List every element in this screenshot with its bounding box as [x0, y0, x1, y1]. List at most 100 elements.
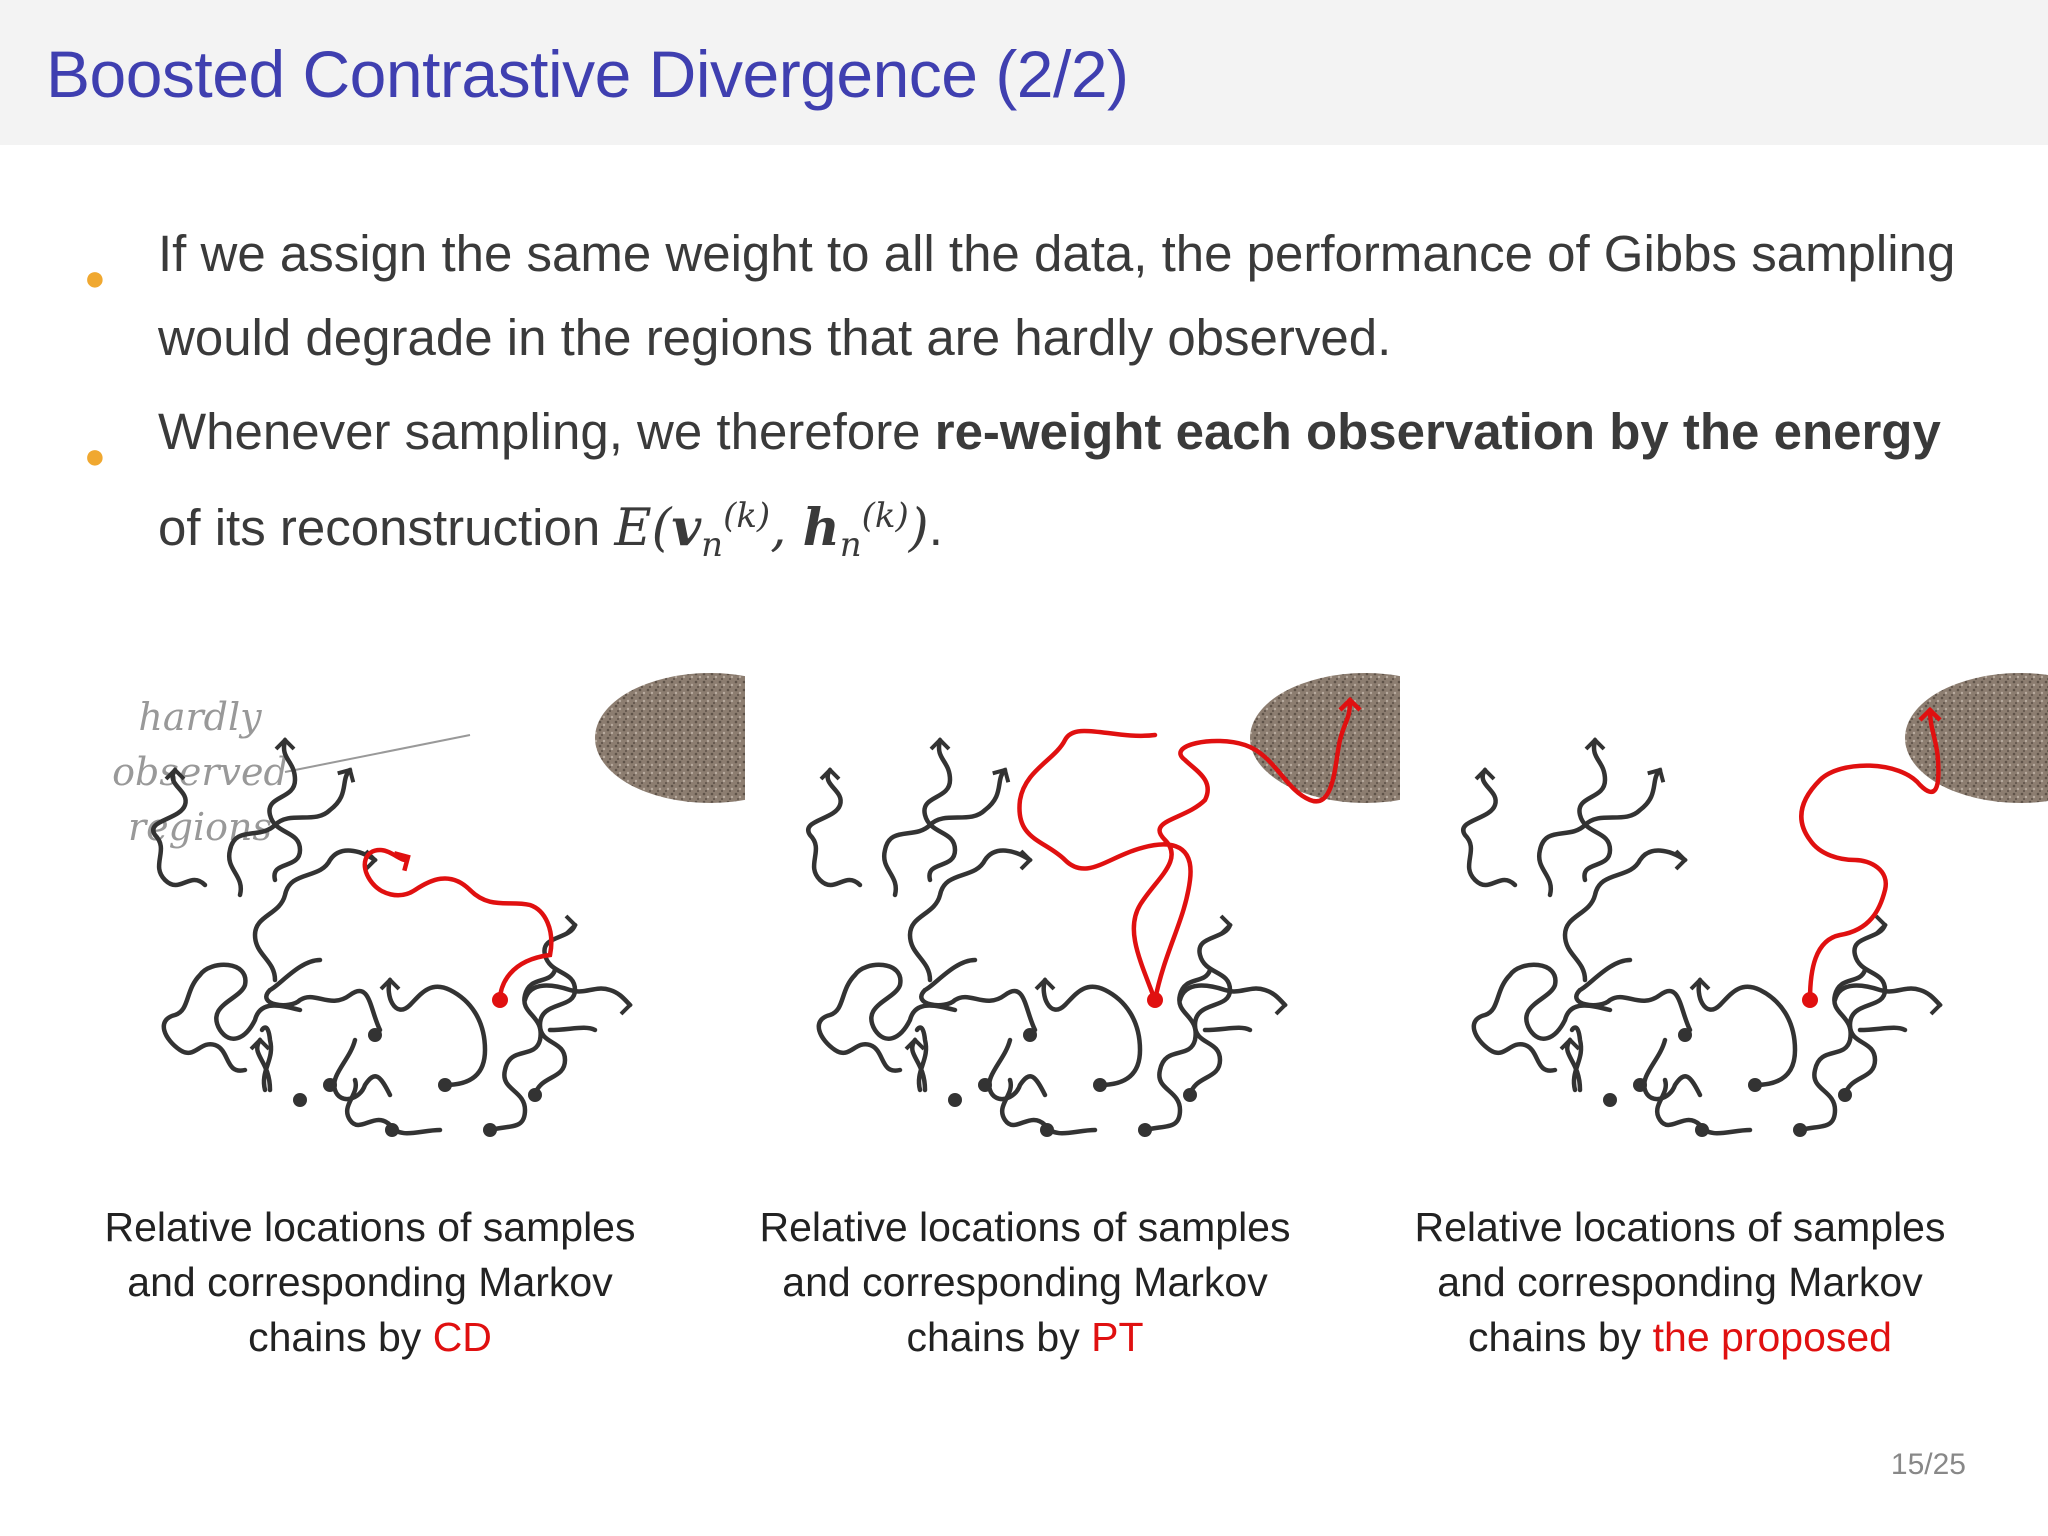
chain-arrow-icon: [564, 914, 578, 936]
page-number: 15/25: [1890, 1448, 1966, 1481]
chain-arrow-icon: [274, 737, 296, 751]
chain-arrow-icon: [1874, 914, 1888, 936]
markov-chain-path: [1655, 1077, 1753, 1136]
chain-arrow-icon: [819, 767, 841, 781]
panel-cd: [125, 660, 745, 1180]
markov-chain-path: [1569, 1025, 1584, 1093]
sample-dot: [385, 1123, 399, 1137]
hardly-observed-region: [1905, 673, 2048, 803]
bullet-text: If we assign the same weight to all the …: [158, 225, 1956, 366]
markov-chain-path: [161, 962, 303, 1073]
bullet-text-bold: re-weight each observation by the energy: [934, 403, 1941, 460]
markov-chain-path: [259, 1025, 274, 1093]
markov-chain-path: [264, 957, 383, 1033]
caption-cd: Relative locations of samples and corres…: [60, 1200, 680, 1365]
caption-accent: CD: [432, 1314, 492, 1360]
chain-arrow-icon: [1559, 1037, 1581, 1051]
markov-chain-path: [252, 848, 378, 983]
sample-dot: [1633, 1078, 1647, 1092]
chain-arrow-icon: [337, 767, 356, 783]
markov-chain-path: [919, 957, 1038, 1033]
chain-arrow-icon: [1584, 737, 1606, 751]
formula-v-sup: (k): [723, 496, 771, 536]
chain-arrow-icon: [249, 1037, 271, 1051]
markov-chain-path: [881, 767, 1008, 898]
markov-chain-path: [1177, 983, 1288, 1008]
cd-diagram: [151, 673, 745, 1137]
bullet-list: ● If we assign the same weight to all th…: [80, 212, 1980, 597]
markov-chain-path: [522, 983, 633, 1008]
sample-dot: [948, 1093, 962, 1107]
markov-chain-path: [1461, 767, 1518, 888]
sample-dot: [323, 1078, 337, 1092]
caption-line: and corresponding Markov: [127, 1259, 613, 1305]
hardly-observed-region: [595, 673, 745, 803]
markov-chain-path: [1577, 737, 1613, 883]
proposed-diagram: [1461, 673, 2048, 1137]
markov-chain-path: [986, 1037, 1048, 1102]
sample-dot: [483, 1123, 497, 1137]
caption-line: Relative locations of samples: [104, 1204, 636, 1250]
markov-chain-path: [1696, 977, 1798, 1088]
chain-arrow-icon: [1674, 849, 1688, 871]
markov-chain-path: [1187, 922, 1233, 1098]
highlighted-arrow-icon: [1338, 696, 1362, 712]
annotation-line: hardly: [138, 695, 262, 739]
bullet-text-end: .: [928, 499, 943, 556]
sample-dot: [1695, 1123, 1709, 1137]
chain-arrow-icon: [164, 767, 186, 781]
highlighted-arrow-icon: [1918, 706, 1942, 722]
markov-chain-path: [1574, 957, 1693, 1033]
chain-arrow-icon: [1219, 914, 1233, 936]
highlighted-sample-dot: [1802, 992, 1818, 1008]
sample-dot: [978, 1078, 992, 1092]
markov-chain-path: [151, 767, 208, 888]
sample-dot: [1023, 1028, 1037, 1042]
caption-line: chains by CD: [60, 1310, 680, 1365]
formula-h-sub: n: [839, 525, 862, 566]
energy-formula: E(vn(k), hn(k)): [614, 496, 929, 566]
sample-dot: [1603, 1093, 1617, 1107]
sample-dot: [293, 1093, 307, 1107]
markov-chain-path: [1536, 767, 1663, 898]
bullet-item-2: ● Whenever sampling, we therefore re-wei…: [80, 390, 1980, 587]
caption-line: chains by the proposed: [1370, 1310, 1990, 1365]
chain-arrow-icon: [1929, 994, 1943, 1016]
highlighted-chain-path: [1799, 707, 1941, 1003]
markov-chain-path: [345, 1077, 443, 1136]
formula-e: E: [614, 499, 652, 558]
markov-chain-path: [922, 737, 958, 883]
formula-v-sub: n: [701, 525, 724, 566]
bullet-text-pre: Whenever sampling, we therefore: [158, 403, 935, 460]
caption-pre: chains by: [248, 1314, 433, 1360]
chain-arrow-icon: [904, 1037, 926, 1051]
slide-header: Boosted Contrastive Divergence (2/2): [0, 0, 2048, 145]
markov-chain-path: [1832, 983, 1943, 1008]
chain-arrow-icon: [1034, 977, 1056, 991]
slide-title: Boosted Contrastive Divergence (2/2): [46, 37, 1129, 111]
markov-chain-path: [907, 848, 1033, 983]
markov-chain-path: [1471, 962, 1613, 1073]
chain-arrow-icon: [379, 977, 401, 991]
chain-arrow-icon: [992, 767, 1011, 783]
sample-dot: [1748, 1078, 1762, 1092]
formula-h-sup: (k): [861, 496, 909, 536]
caption-pre: chains by: [1468, 1314, 1653, 1360]
chain-arrow-icon: [1689, 977, 1711, 991]
caption-accent: PT: [1091, 1314, 1144, 1360]
markov-chain-path: [532, 922, 578, 1098]
sample-dot: [368, 1028, 382, 1042]
chain-arrow-icon: [1474, 767, 1496, 781]
markov-chain-path: [331, 1037, 393, 1102]
caption-pt: Relative locations of samples and corres…: [715, 1200, 1335, 1365]
panel-proposed: [1435, 660, 2048, 1180]
markov-chain-path: [816, 962, 958, 1073]
markov-chain-path: [1202, 1025, 1253, 1033]
caption-line: and corresponding Markov: [1437, 1259, 1923, 1305]
markov-chain-path: [1041, 977, 1143, 1088]
chain-arrow-icon: [929, 737, 951, 751]
markov-chain-path: [1000, 1077, 1098, 1136]
highlighted-sample-dot: [492, 992, 508, 1008]
caption-line: Relative locations of samples: [759, 1204, 1291, 1250]
markov-chain-path: [547, 1025, 598, 1033]
